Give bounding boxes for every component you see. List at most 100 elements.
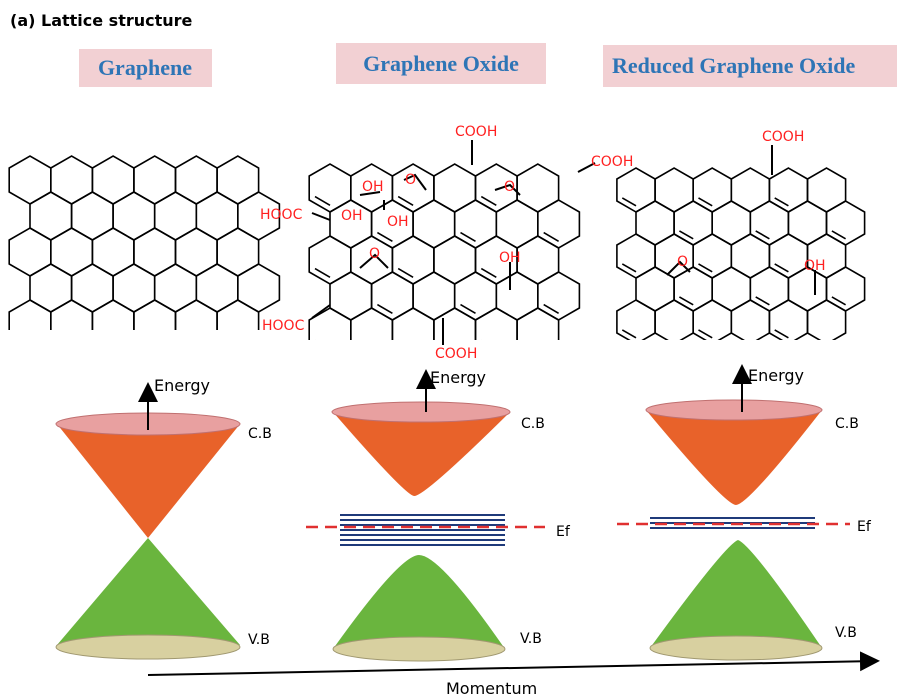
rgo-lattice-hexagon [787,200,828,246]
graphene-lattice-hexagon [70,263,114,313]
title-graphene: Graphene [79,49,212,87]
rgo-valence-cone [650,540,822,648]
graphene-lattice-hexagon [50,155,94,205]
graphene-valence-cone-base [55,634,241,660]
go-epoxy-bond-2 [494,183,521,196]
go-lattice-double-bond [376,303,393,314]
go-valence-cone [333,555,505,649]
go-ef-label: Ef [556,524,571,540]
title-reduced-graphene-oxide-text: Reduced Graphene Oxide [612,53,855,78]
graphene-lattice-hexagon [70,191,114,241]
panel-label: (a) Lattice structure [10,11,193,30]
rgo-lattice-hexagon [635,200,675,246]
graphene-lattice-hexagon [50,227,94,277]
rgo-lattice-hexagon [806,167,847,213]
rgo-lattice-hexagon [730,167,771,213]
graphene-cb-label: C.B [248,426,272,442]
graphene-lattice-hexagon [174,299,218,330]
graphene-lattice-hexagon [216,299,260,330]
graphene-lattice-hexagon [8,227,52,277]
rgo-lattice-double-bond [679,230,694,240]
rgo-functional-groups [666,145,816,295]
rgo-lattice-double-bond [755,296,770,306]
rgo-band-diagram: Energy C.B Ef V.B [617,364,872,661]
graphene-lattice-hexagon [216,155,260,205]
rgo-conduction-cone [646,410,822,505]
graphene-lattice-hexagon [237,263,281,313]
rgo-lattice-double-bond [698,197,713,207]
title-graphene-text: Graphene [98,55,192,80]
rgo-label-o: O [677,254,688,270]
go-lattice-hexagon [495,199,539,249]
rgo-label-cooh: COOH [762,129,804,145]
rgo-lattice-hexagon [730,299,771,340]
graphene-lattice-hexagon [8,299,52,330]
rgo-lattice-hexagon [654,167,694,213]
go-lattice-hexagon [474,307,518,340]
go-lattice-hexagon [433,163,477,213]
rgo-lattice-double-bond [679,296,694,306]
graphene-lattice-hexagon [195,263,239,313]
go-lattice-hexagon [412,271,456,321]
go-lattice-double-bond [376,231,393,242]
go-lattice-hexagon [495,271,539,321]
rgo-epoxy-bond [666,260,691,276]
graphene-lattice-hexagon [50,299,94,330]
graphene-energy-label: Energy [154,376,210,395]
rgo-cb-label: C.B [835,416,859,432]
graphene-lattice-hexagon [174,227,218,277]
rgo-lattice-double-bond [698,263,713,273]
go-label-oh-3: OH [387,214,409,230]
title-graphene-oxide: Graphene Oxide [336,43,546,84]
go-epoxy-bond-3 [359,253,389,269]
graphene-lattice-hexagon [91,155,135,205]
go-lattice-hexagon [516,307,560,340]
go-lattice-hexagon [350,307,394,340]
go-lattice-double-bond [460,231,476,242]
graphene-band-diagram: Energy C.B V.B [55,376,272,660]
rgo-lattice-double-bond [831,230,846,240]
graphene-oxide-band-diagram: Energy C.B Ef V.B [306,368,571,662]
go-lattice-hexagon [412,199,456,249]
rgo-lattice-hexagon [654,299,694,340]
go-lattice-hexagon [516,163,560,213]
rgo-energy-label: Energy [748,366,804,385]
go-gap-states [340,513,505,547]
go-lattice-double-bond [398,339,399,340]
title-graphene-oxide-background [336,43,546,84]
rgo-lattice-double-bond [621,263,637,273]
go-label-oh-2: OH [341,208,363,224]
go-lattice-hexagon [433,235,477,285]
go-lattice-hexagon [516,235,560,285]
go-lattice-double-bond [314,195,331,206]
rgo-lattice-hexagon [806,299,847,340]
graphene-oxide-group-labels: COOH COOH OH O O HOOC OH OH O OH HOOC CO… [260,124,633,362]
graphene-valence-cone [57,538,240,645]
graphene-lattice-hexagon [153,263,198,313]
go-epoxy-bond-1 [403,173,427,191]
graphene-oxide-lattice [308,163,581,340]
go-label-o-2: O [504,179,515,195]
rgo-lattice-hexagon [730,233,771,279]
rgo-lattice-hexagon [711,266,752,312]
graphene-lattice-hexagon [216,227,260,277]
rgo-label-oh: OH [804,258,826,274]
rgo-conduction-cone-top [645,399,823,421]
go-label-o-1: O [405,172,416,188]
go-lattice-double-bond [543,231,560,242]
rgo-lattice-double-bond [698,329,713,339]
graphene-lattice-hexagon [133,155,177,205]
go-lattice-double-bond [397,267,414,278]
go-conduction-cone-top [331,401,511,423]
go-lattice-double-bond [397,195,414,206]
graphene-lattice [8,155,281,330]
go-energy-label: Energy [430,368,486,387]
graphene-lattice-hexagon [133,227,177,277]
graphene-lattice-hexagon [133,299,177,330]
go-lattice-double-bond [460,303,476,314]
graphene-lattice-hexagon [29,191,73,241]
go-hooc-bottom-bond [311,304,331,319]
go-lattice-double-bond [315,339,316,340]
go-lattice-double-bond [314,267,331,278]
